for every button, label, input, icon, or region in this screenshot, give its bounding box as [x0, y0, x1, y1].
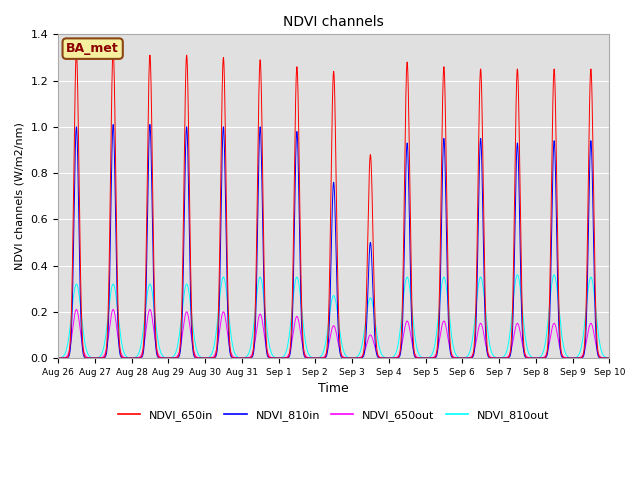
- NDVI_650in: [348, 355, 356, 361]
- NDVI_650in: [54, 355, 62, 361]
- NDVI_810out: [605, 355, 613, 361]
- NDVI_810in: [410, 351, 418, 357]
- NDVI_650out: [260, 333, 268, 339]
- NDVI_810in: [604, 355, 611, 361]
- NDVI_650out: [488, 355, 496, 360]
- NDVI_650out: [72, 307, 80, 312]
- NDVI_810out: [172, 349, 180, 355]
- NDVI_810in: [488, 355, 496, 361]
- Title: NDVI channels: NDVI channels: [284, 15, 384, 29]
- NDVI_650in: [109, 48, 117, 53]
- NDVI_650out: [166, 355, 174, 361]
- NDVI_650in: [166, 355, 174, 361]
- NDVI_650out: [604, 355, 611, 361]
- NDVI_810in: [348, 355, 356, 361]
- NDVI_810out: [488, 350, 496, 356]
- NDVI_810in: [166, 355, 174, 361]
- NDVI_650out: [54, 355, 62, 361]
- NDVI_650in: [488, 355, 496, 361]
- NDVI_810in: [172, 355, 180, 361]
- Text: BA_met: BA_met: [67, 42, 119, 55]
- NDVI_650in: [604, 355, 611, 361]
- NDVI_810out: [348, 355, 356, 361]
- Line: NDVI_810in: NDVI_810in: [58, 124, 609, 358]
- NDVI_650out: [410, 348, 418, 354]
- NDVI_810out: [260, 300, 268, 306]
- NDVI_650in: [260, 281, 268, 287]
- NDVI_810out: [54, 355, 62, 361]
- NDVI_810out: [604, 355, 611, 360]
- NDVI_810in: [605, 355, 613, 361]
- NDVI_650in: [172, 355, 180, 361]
- Y-axis label: NDVI channels (W/m2/nm): NDVI channels (W/m2/nm): [15, 122, 25, 270]
- NDVI_810in: [109, 121, 117, 127]
- NDVI_650out: [172, 354, 180, 360]
- NDVI_810in: [260, 309, 268, 315]
- NDVI_810in: [54, 355, 62, 361]
- NDVI_650in: [410, 345, 418, 350]
- Line: NDVI_650out: NDVI_650out: [58, 310, 609, 358]
- Legend: NDVI_650in, NDVI_810in, NDVI_650out, NDVI_810out: NDVI_650in, NDVI_810in, NDVI_650out, NDV…: [113, 406, 554, 425]
- Line: NDVI_650in: NDVI_650in: [58, 50, 609, 358]
- X-axis label: Time: Time: [318, 382, 349, 395]
- Line: NDVI_810out: NDVI_810out: [58, 275, 609, 358]
- NDVI_650in: [605, 355, 613, 361]
- NDVI_810out: [166, 355, 174, 360]
- NDVI_810out: [410, 324, 417, 330]
- NDVI_650out: [605, 355, 613, 361]
- NDVI_650out: [348, 355, 356, 361]
- NDVI_810out: [550, 272, 558, 277]
